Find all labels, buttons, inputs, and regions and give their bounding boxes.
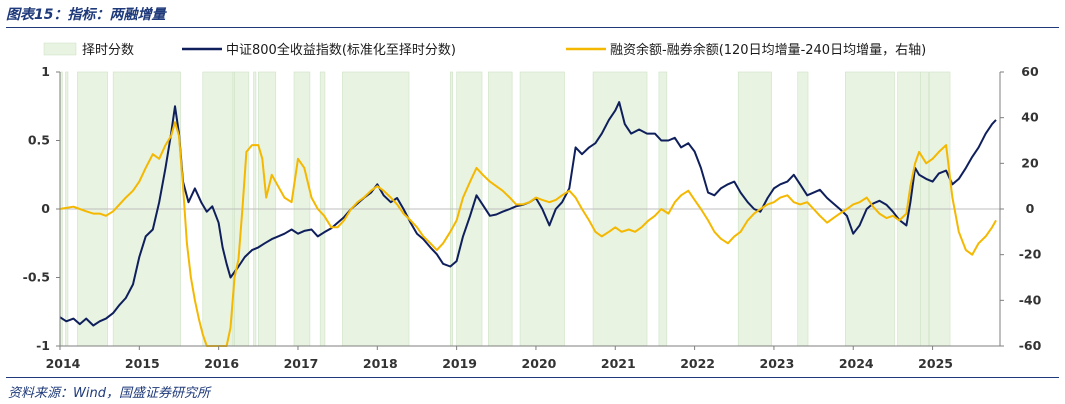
x-tick-label: 2020 — [522, 356, 557, 371]
series — [59, 101, 997, 347]
x-tick-label: 2016 — [204, 356, 239, 371]
left-tick-label: -0.5 — [23, 270, 50, 285]
x-tick-label: 2018 — [363, 356, 398, 371]
right-tick-label: 60 — [1021, 64, 1039, 79]
x-tick-label: 2022 — [680, 356, 715, 371]
figure-title: 图表15：指标：两融增量 — [6, 7, 166, 23]
left-tick-label: 0.5 — [28, 133, 50, 148]
legend: 择时分数 中证800全收益指数(标准化至择时分数) 融资余额-融券余额(120日… — [43, 42, 926, 58]
right-tick-label: 20 — [1021, 155, 1039, 170]
legend-margin-label: 融资余额-融券余额(120日均增量-240日均增量，右轴) — [610, 42, 926, 58]
right-tick-label: 40 — [1021, 110, 1039, 125]
right-tick-label: 0 — [1026, 201, 1035, 216]
left-tick-label: 1 — [41, 64, 50, 79]
source-rule — [6, 377, 1059, 378]
x-tick-label: 2021 — [601, 356, 636, 371]
title-rule — [6, 27, 1059, 28]
left-tick-label: 0 — [41, 201, 50, 216]
x-tick-label: 2014 — [46, 356, 81, 371]
x-tick-label: 2023 — [760, 356, 795, 371]
legend-shade-swatch — [43, 42, 77, 56]
source-note: 资料来源：Wind，国盛证券研究所 — [8, 386, 210, 401]
x-tick-label: 2019 — [442, 356, 477, 371]
right-tick-label: -20 — [1019, 247, 1042, 262]
x-tick-label: 2024 — [839, 356, 874, 371]
axes: 1 0.5 0 -0.5 -1 60 40 20 0 -20 -40 -60 2014 2015 2016 2… — [23, 64, 1042, 371]
margin-series-line — [59, 121, 997, 347]
right-tick-label: -40 — [1019, 292, 1042, 307]
left-tick-label: -1 — [36, 338, 50, 353]
legend-index-label: 中证800全收益指数(标准化至择时分数) — [226, 42, 456, 58]
right-tick-label: -60 — [1019, 338, 1042, 353]
x-tick-label: 2025 — [918, 356, 953, 371]
x-tick-label: 2015 — [125, 356, 160, 371]
legend-shade-label: 择时分数 — [82, 43, 134, 58]
x-tick-label: 2017 — [284, 356, 319, 371]
